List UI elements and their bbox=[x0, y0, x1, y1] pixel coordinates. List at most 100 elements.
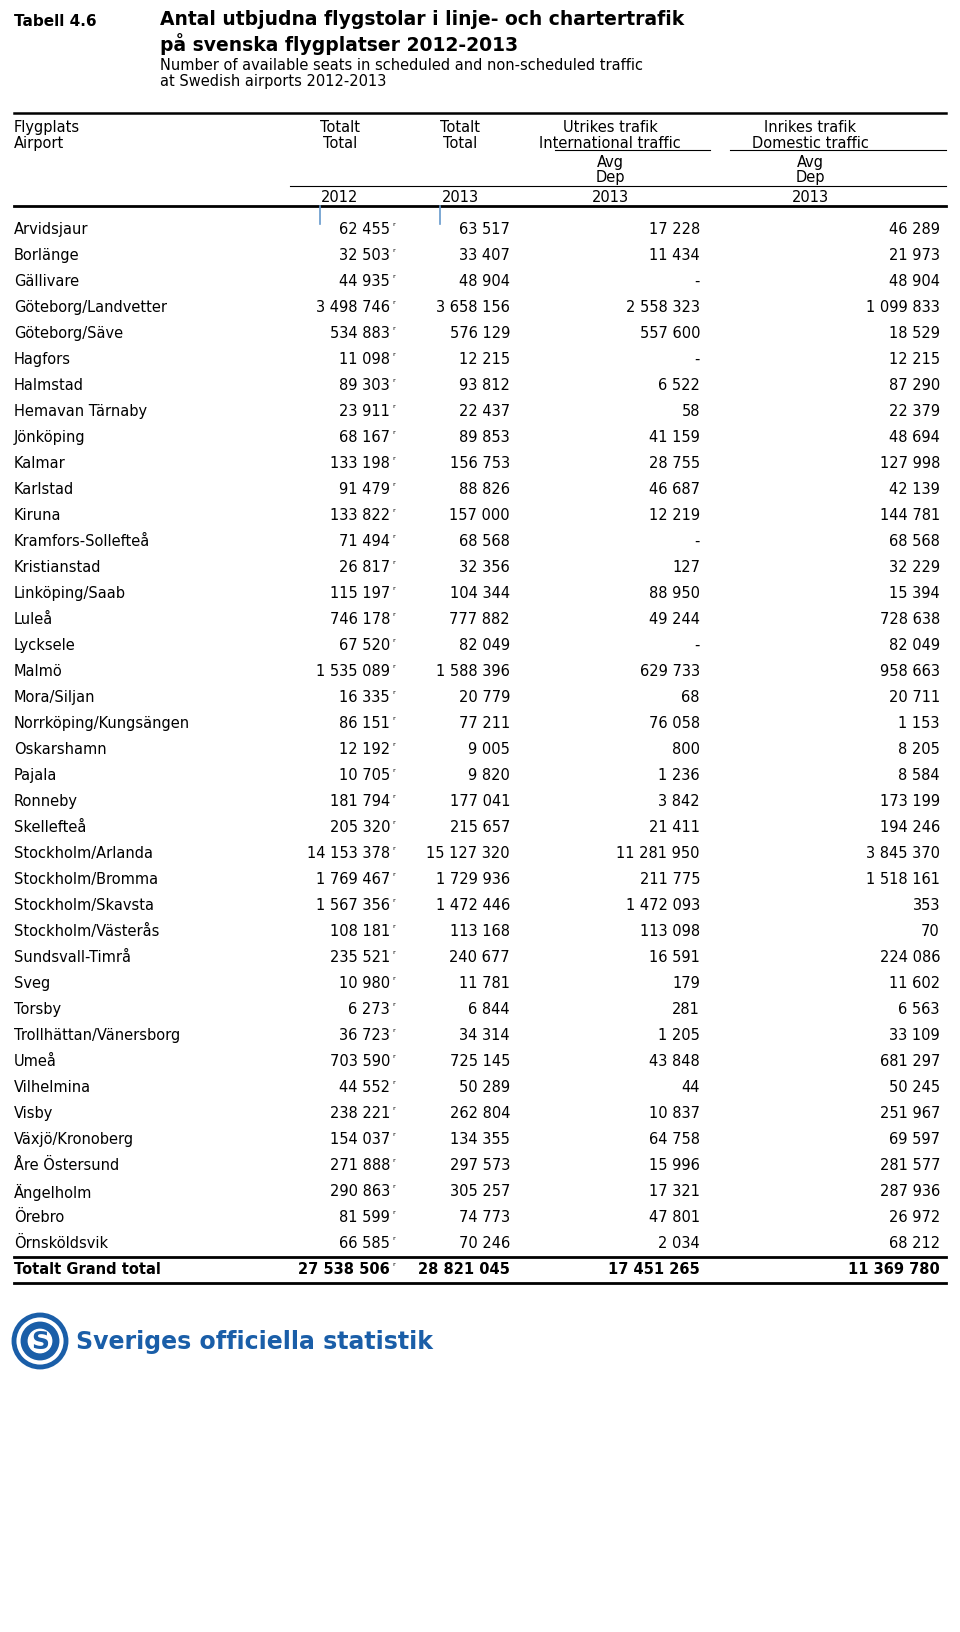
Text: 67 520: 67 520 bbox=[339, 638, 390, 653]
Text: ʳ: ʳ bbox=[392, 429, 395, 439]
Text: Lycksele: Lycksele bbox=[14, 638, 76, 653]
Text: Flygplats: Flygplats bbox=[14, 119, 80, 135]
Text: 157 000: 157 000 bbox=[449, 508, 510, 522]
Text: 26 817: 26 817 bbox=[339, 560, 390, 574]
Text: 2013: 2013 bbox=[791, 189, 828, 206]
Text: 1 535 089: 1 535 089 bbox=[316, 664, 390, 679]
Text: 2013: 2013 bbox=[591, 189, 629, 206]
Text: 240 677: 240 677 bbox=[449, 950, 510, 965]
Text: 11 781: 11 781 bbox=[459, 976, 510, 991]
Text: Linköping/Saab: Linköping/Saab bbox=[14, 586, 126, 601]
Text: ʳ: ʳ bbox=[392, 1183, 395, 1193]
Text: ʳ: ʳ bbox=[392, 871, 395, 881]
Text: 16 335: 16 335 bbox=[340, 690, 390, 705]
Text: 89 303: 89 303 bbox=[339, 377, 390, 393]
Text: Halmstad: Halmstad bbox=[14, 377, 84, 393]
Text: 21 411: 21 411 bbox=[649, 819, 700, 834]
Text: Hemavan Tärnaby: Hemavan Tärnaby bbox=[14, 403, 147, 419]
Text: 8 205: 8 205 bbox=[899, 741, 940, 757]
Text: 3 498 746: 3 498 746 bbox=[316, 300, 390, 315]
Text: ʳ: ʳ bbox=[392, 898, 395, 907]
Text: 46 289: 46 289 bbox=[889, 222, 940, 237]
Text: 1 769 467: 1 769 467 bbox=[316, 871, 390, 886]
Text: ʳ: ʳ bbox=[392, 793, 395, 803]
Text: 1 588 396: 1 588 396 bbox=[436, 664, 510, 679]
Text: 2012: 2012 bbox=[322, 189, 359, 206]
Text: 47 801: 47 801 bbox=[649, 1209, 700, 1224]
Text: Göteborg/Landvetter: Göteborg/Landvetter bbox=[14, 300, 167, 315]
Text: 68 568: 68 568 bbox=[459, 534, 510, 548]
Text: 23 911: 23 911 bbox=[339, 403, 390, 419]
Text: Totalt Grand total: Totalt Grand total bbox=[14, 1262, 161, 1276]
Text: 44 935: 44 935 bbox=[339, 274, 390, 289]
Text: Utrikes trafik: Utrikes trafik bbox=[563, 119, 658, 135]
Text: 177 041: 177 041 bbox=[449, 793, 510, 808]
Text: 86 151: 86 151 bbox=[339, 715, 390, 731]
Text: 22 379: 22 379 bbox=[889, 403, 940, 419]
Text: 12 215: 12 215 bbox=[889, 353, 940, 367]
Text: 20 711: 20 711 bbox=[889, 690, 940, 705]
Text: 2013: 2013 bbox=[442, 189, 479, 206]
Text: 235 521: 235 521 bbox=[329, 950, 390, 965]
Text: 156 753: 156 753 bbox=[450, 455, 510, 470]
Text: 179: 179 bbox=[672, 976, 700, 991]
Text: Luleå: Luleå bbox=[14, 612, 53, 627]
Text: Kramfors-Sollefteå: Kramfors-Sollefteå bbox=[14, 534, 151, 548]
Text: 44 552: 44 552 bbox=[339, 1079, 390, 1095]
Text: 93 812: 93 812 bbox=[459, 377, 510, 393]
Text: Umeå: Umeå bbox=[14, 1053, 57, 1069]
Text: 1 099 833: 1 099 833 bbox=[866, 300, 940, 315]
Text: 74 773: 74 773 bbox=[459, 1209, 510, 1224]
Text: 3 842: 3 842 bbox=[659, 793, 700, 808]
Text: 68 167: 68 167 bbox=[339, 429, 390, 446]
Text: 127: 127 bbox=[672, 560, 700, 574]
Text: ʳ: ʳ bbox=[392, 976, 395, 986]
Text: -: - bbox=[695, 353, 700, 367]
Text: Stockholm/Bromma: Stockholm/Bromma bbox=[14, 871, 158, 886]
Text: 87 290: 87 290 bbox=[889, 377, 940, 393]
Text: 17 321: 17 321 bbox=[649, 1183, 700, 1198]
Text: ʳ: ʳ bbox=[392, 248, 395, 258]
Text: 958 663: 958 663 bbox=[880, 664, 940, 679]
Text: Domestic traffic: Domestic traffic bbox=[752, 135, 869, 150]
Text: 127 998: 127 998 bbox=[879, 455, 940, 470]
Text: 1 205: 1 205 bbox=[659, 1028, 700, 1043]
Text: ʳ: ʳ bbox=[392, 845, 395, 855]
Text: 50 289: 50 289 bbox=[459, 1079, 510, 1095]
Text: 557 600: 557 600 bbox=[639, 326, 700, 341]
Text: 777 882: 777 882 bbox=[449, 612, 510, 627]
Text: Dep: Dep bbox=[595, 170, 625, 184]
Text: ʳ: ʳ bbox=[392, 481, 395, 491]
Text: 48 904: 48 904 bbox=[459, 274, 510, 289]
Text: Sveriges officiella statistik: Sveriges officiella statistik bbox=[76, 1328, 433, 1353]
Text: Hagfors: Hagfors bbox=[14, 353, 71, 367]
Text: 33 407: 33 407 bbox=[459, 248, 510, 263]
Text: 10 705: 10 705 bbox=[339, 767, 390, 782]
Text: 69 597: 69 597 bbox=[889, 1131, 940, 1146]
Text: ʳ: ʳ bbox=[392, 1209, 395, 1219]
Text: 71 494: 71 494 bbox=[339, 534, 390, 548]
Text: 703 590: 703 590 bbox=[329, 1053, 390, 1069]
Text: 10 980: 10 980 bbox=[339, 976, 390, 991]
Text: Avg: Avg bbox=[797, 155, 824, 170]
Text: 1 472 093: 1 472 093 bbox=[626, 898, 700, 912]
Text: Trollhättan/Vänersborg: Trollhättan/Vänersborg bbox=[14, 1028, 180, 1043]
Text: Torsby: Torsby bbox=[14, 1002, 61, 1017]
Text: 14 153 378: 14 153 378 bbox=[307, 845, 390, 860]
Text: Stockholm/Skavsta: Stockholm/Skavsta bbox=[14, 898, 154, 912]
Text: Inrikes trafik: Inrikes trafik bbox=[764, 119, 856, 135]
Text: ʳ: ʳ bbox=[392, 741, 395, 752]
Text: ʳ: ʳ bbox=[392, 1053, 395, 1064]
Text: 215 657: 215 657 bbox=[449, 819, 510, 834]
Text: ʳ: ʳ bbox=[392, 767, 395, 777]
Text: 41 159: 41 159 bbox=[649, 429, 700, 446]
Text: 22 437: 22 437 bbox=[459, 403, 510, 419]
Text: 11 434: 11 434 bbox=[649, 248, 700, 263]
Text: 576 129: 576 129 bbox=[449, 326, 510, 341]
Text: ʳ: ʳ bbox=[392, 819, 395, 829]
Text: ʳ: ʳ bbox=[392, 377, 395, 388]
Text: ʳ: ʳ bbox=[392, 353, 395, 362]
Text: 154 037: 154 037 bbox=[329, 1131, 390, 1146]
Text: ʳ: ʳ bbox=[392, 560, 395, 570]
Text: Norrköping/Kungsängen: Norrköping/Kungsängen bbox=[14, 715, 190, 731]
